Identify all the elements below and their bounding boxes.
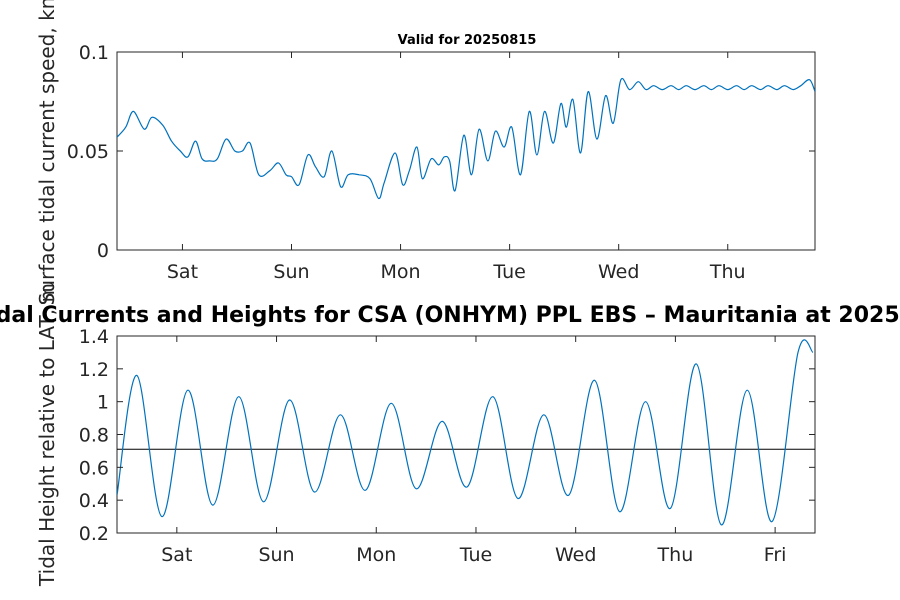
- y-tick-label: 0.1: [79, 42, 109, 64]
- y-tick-label: 1.2: [79, 359, 109, 381]
- current-speed-axes: Sat Sun Mon Tue Wed Thu 0 0.05 0.1 Surface tidal …: [35, 0, 816, 305]
- x-tick-label: Thu: [709, 261, 746, 283]
- x-tick-label: Wed: [598, 261, 639, 283]
- x-tick-label: Sun: [273, 261, 309, 283]
- series-line: [117, 77, 815, 200]
- y-tick-label: 1.4: [79, 326, 109, 348]
- y-tick-label: 0.6: [79, 457, 109, 479]
- x-tick-label: Mon: [356, 544, 396, 566]
- y-axis-label: Surface tidal current speed, kn: [35, 0, 59, 305]
- y-tick-label: 0: [97, 240, 109, 262]
- chart-title: Tidal Currents and Heights for CSA (ONHY…: [0, 303, 900, 328]
- tidal-height-axes: Sat Sun Mon Tue Wed Thu Fri 0.2 0.4 0.6 0.8 1 1.2 1.4…: [0, 283, 900, 587]
- x-tick-label: Wed: [555, 544, 596, 566]
- x-tick-label: Sat: [161, 544, 192, 566]
- y-axis-label: Tidal Height relative to LAT, m: [35, 283, 59, 587]
- x-tick-label: Mon: [381, 261, 421, 283]
- x-tick-label: Tue: [459, 544, 492, 566]
- chart-title: Valid for 20250815: [398, 33, 537, 48]
- x-tick-label: Tue: [492, 261, 525, 283]
- y-tick-label: 0.4: [79, 490, 109, 512]
- y-tick-label: 0.2: [79, 523, 109, 545]
- y-tick-label: 0.05: [67, 141, 109, 163]
- x-tick-label: Sat: [167, 261, 198, 283]
- y-tick-label: 1: [97, 392, 109, 414]
- x-tick-label: Fri: [764, 544, 787, 566]
- axes-box: [116, 51, 816, 251]
- series-line: [117, 339, 814, 526]
- axes-box: [116, 335, 816, 534]
- y-tick-label: 0.8: [79, 425, 109, 447]
- x-tick-label: Sun: [258, 544, 294, 566]
- x-tick-label: Thu: [657, 544, 694, 566]
